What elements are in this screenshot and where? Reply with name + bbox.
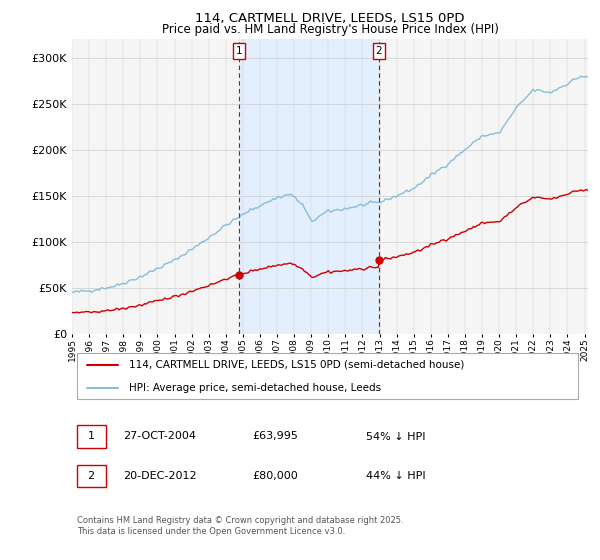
Text: 114, CARTMELL DRIVE, LEEDS, LS15 0PD: 114, CARTMELL DRIVE, LEEDS, LS15 0PD (195, 12, 465, 25)
Text: 1: 1 (236, 46, 242, 56)
Text: HPI: Average price, semi-detached house, Leeds: HPI: Average price, semi-detached house,… (129, 382, 381, 393)
FancyBboxPatch shape (77, 465, 106, 487)
Text: 2: 2 (88, 471, 95, 481)
Text: Contains HM Land Registry data © Crown copyright and database right 2025.
This d: Contains HM Land Registry data © Crown c… (77, 516, 404, 536)
Text: 1: 1 (88, 432, 95, 441)
Text: £63,995: £63,995 (253, 432, 298, 441)
Text: 20-DEC-2012: 20-DEC-2012 (124, 471, 197, 481)
Text: £80,000: £80,000 (253, 471, 298, 481)
FancyBboxPatch shape (77, 353, 578, 399)
Text: 27-OCT-2004: 27-OCT-2004 (124, 432, 197, 441)
Text: Price paid vs. HM Land Registry's House Price Index (HPI): Price paid vs. HM Land Registry's House … (161, 24, 499, 36)
Text: 44% ↓ HPI: 44% ↓ HPI (366, 471, 426, 481)
Text: 2: 2 (376, 46, 382, 56)
Text: 114, CARTMELL DRIVE, LEEDS, LS15 0PD (semi-detached house): 114, CARTMELL DRIVE, LEEDS, LS15 0PD (se… (129, 360, 464, 370)
FancyBboxPatch shape (77, 426, 106, 447)
Text: 54% ↓ HPI: 54% ↓ HPI (366, 432, 425, 441)
Bar (239, 39, 379, 334)
